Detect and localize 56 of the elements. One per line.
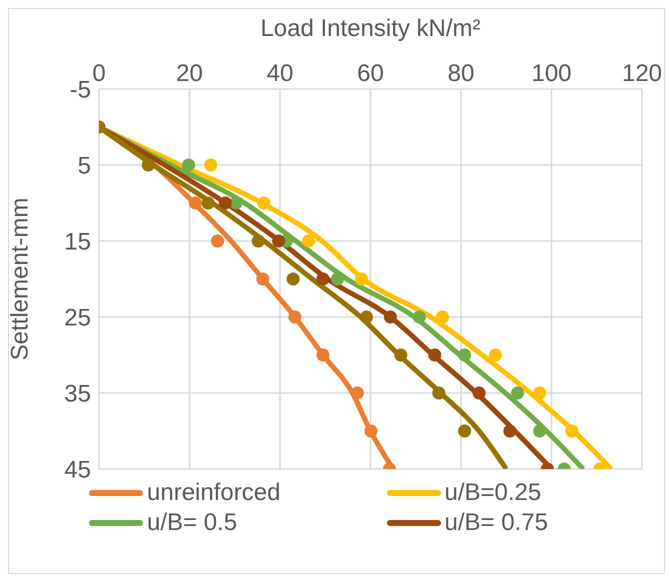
point — [428, 348, 442, 362]
y-tick-label: 45 — [64, 456, 91, 484]
point — [272, 234, 286, 248]
point — [142, 158, 155, 172]
point — [472, 386, 486, 400]
legend-label: unreinforced — [147, 479, 280, 507]
point — [412, 310, 426, 324]
x-tick-label: 60 — [357, 60, 384, 87]
point — [302, 234, 316, 248]
point — [565, 424, 578, 438]
point — [218, 196, 232, 210]
point — [288, 310, 302, 324]
point — [204, 158, 218, 172]
legend-label: u/B= 0.75 — [444, 509, 548, 537]
point — [316, 348, 330, 362]
point — [458, 424, 472, 438]
point — [188, 196, 202, 210]
x-tick-label: 20 — [176, 60, 203, 87]
point — [211, 234, 224, 248]
legend-label: u/B= 0.5 — [147, 509, 238, 537]
point — [364, 424, 378, 438]
point — [533, 386, 546, 400]
x-tick-label: 100 — [531, 60, 572, 87]
legend-label: u/B=0.25 — [444, 479, 542, 507]
point — [202, 196, 215, 210]
x-tick-label: 40 — [266, 60, 294, 87]
point — [488, 348, 502, 362]
point — [394, 348, 408, 362]
point — [286, 272, 300, 286]
point — [511, 386, 524, 400]
point — [432, 386, 446, 400]
point — [533, 424, 546, 438]
point — [503, 424, 516, 438]
x-tick-label: 0 — [92, 60, 106, 87]
point — [350, 386, 364, 400]
point — [252, 234, 265, 248]
y-axis-title: Settlement-mm — [6, 198, 34, 360]
y-tick-label: 5 — [78, 152, 91, 180]
point — [354, 272, 368, 286]
y-tick-label: -5 — [70, 76, 91, 104]
point — [316, 272, 330, 286]
point — [458, 348, 472, 362]
point — [436, 310, 449, 324]
point — [330, 272, 344, 286]
y-tick-label: 15 — [64, 228, 91, 256]
point — [230, 196, 243, 210]
x-tick-label: 80 — [448, 60, 474, 87]
point — [384, 310, 397, 324]
point — [256, 272, 270, 286]
y-tick-label: 35 — [64, 380, 91, 408]
x-tick-label: 120 — [622, 60, 662, 87]
point — [257, 196, 270, 210]
y-tick-label: 25 — [64, 304, 91, 332]
x-axis-title: Load Intensity kN/m² — [260, 15, 481, 42]
point — [182, 158, 196, 172]
point — [360, 310, 373, 324]
